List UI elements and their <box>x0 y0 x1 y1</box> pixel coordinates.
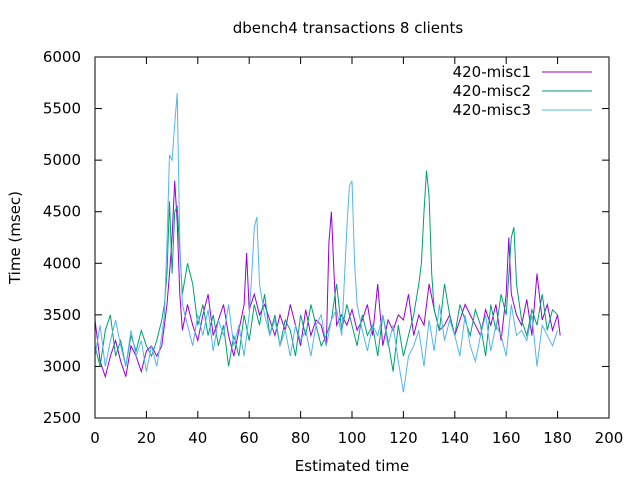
plot-area <box>94 93 561 393</box>
plot-frame <box>94 56 610 419</box>
legend-label: 420-misc3 <box>453 101 531 119</box>
x-tick-label: 160 <box>492 429 521 447</box>
x-tick-label: 100 <box>338 429 367 447</box>
series-line-420-misc1 <box>94 180 561 379</box>
x-tick-label: 80 <box>291 429 310 447</box>
y-tick-label: 4500 <box>43 203 81 221</box>
x-tick-label: 40 <box>188 429 207 447</box>
y-axis-label: Time (msec) <box>6 191 24 285</box>
series-line-420-misc2 <box>94 170 558 372</box>
x-tick-label: 60 <box>240 429 259 447</box>
x-tick-label: 20 <box>137 429 156 447</box>
legend-label: 420-misc1 <box>453 63 531 81</box>
y-tick-label: 5500 <box>43 100 81 118</box>
y-tick-label: 6000 <box>43 48 81 66</box>
x-tick-label: 180 <box>543 429 572 447</box>
x-tick-label: 200 <box>595 429 624 447</box>
x-tick-label: 140 <box>440 429 469 447</box>
y-tick-label: 3500 <box>43 306 81 324</box>
x-axis-label: Estimated time <box>295 457 409 475</box>
x-tick-label: 0 <box>90 429 100 447</box>
y-tick-label: 3000 <box>43 357 81 375</box>
axis-ticks: 0 20 40 60 80 100 120 140 160 180 200 2500 3000 3500 4… <box>43 48 624 447</box>
legend-label: 420-misc2 <box>453 82 531 100</box>
y-tick-label: 5000 <box>43 151 81 169</box>
series-line-420-misc3 <box>94 93 559 393</box>
x-tick-label: 120 <box>389 429 418 447</box>
chart-title: dbench4 transactions 8 clients <box>233 19 464 37</box>
y-tick-label: 4000 <box>43 254 81 272</box>
y-tick-label: 2500 <box>43 409 81 427</box>
